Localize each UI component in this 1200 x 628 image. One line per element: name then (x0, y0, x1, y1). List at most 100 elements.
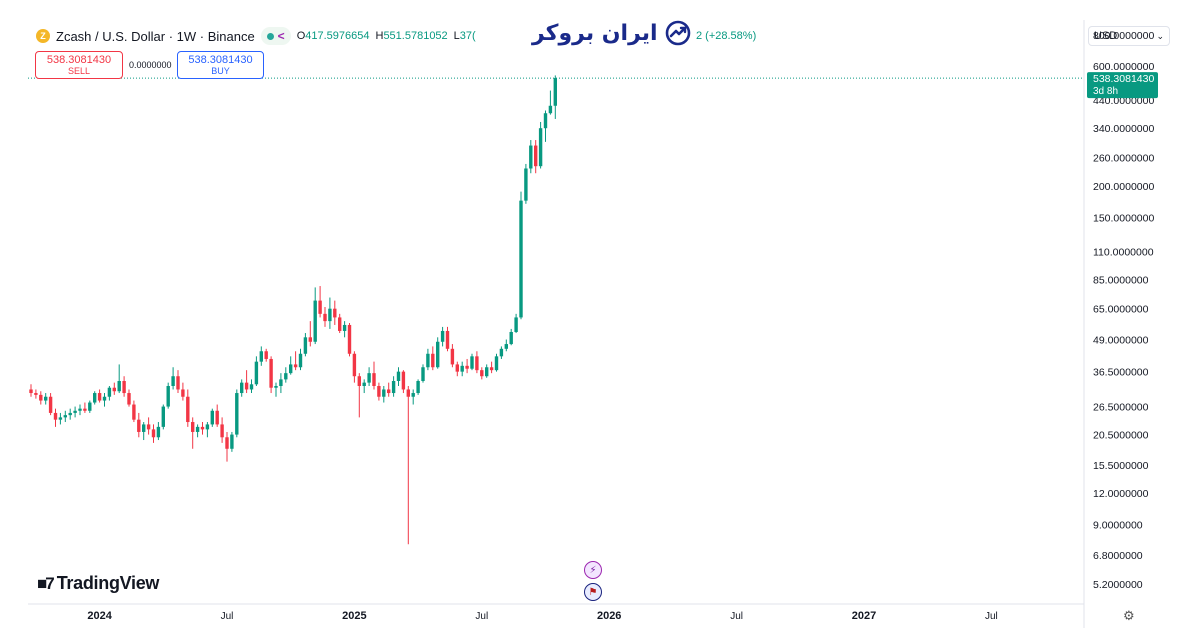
sell-label: SELL (67, 65, 91, 76)
tradingview-logo[interactable]: ■7 TradingView (37, 573, 159, 594)
brand-logo-icon (665, 20, 690, 46)
ohlc-readout: O417.5976654 H551.5781052 L37( (297, 30, 476, 42)
candle-body (191, 422, 195, 432)
share-icon[interactable]: < (277, 29, 285, 43)
time-tick-label: Jul (730, 611, 743, 622)
candle-body (396, 371, 401, 382)
candle-body (416, 381, 420, 394)
candle-body (499, 348, 504, 357)
candle-body (137, 419, 141, 432)
candle (39, 391, 43, 405)
candle (323, 307, 327, 327)
price-tick-label: 110.0000000 (1093, 246, 1154, 258)
buy-button[interactable]: 538.3081430 BUY (177, 51, 264, 79)
candle-body (230, 434, 234, 449)
candle (372, 361, 376, 390)
price-tick-label: 36.5000000 (1093, 367, 1149, 379)
candle (29, 384, 33, 397)
candle (146, 417, 151, 435)
price-tick-label: 600.0000000 (1093, 61, 1154, 73)
candle-body (298, 353, 303, 368)
candle (338, 313, 342, 334)
candle (347, 323, 352, 357)
spread-value: 0.0000000 (129, 60, 172, 70)
candle-body (318, 300, 322, 314)
candle (367, 367, 371, 387)
buy-price: 538.3081430 (188, 53, 253, 66)
candle (53, 408, 58, 427)
candle (225, 431, 229, 462)
candle-body (205, 424, 210, 430)
low-value: 37( (459, 30, 476, 42)
candle-body (156, 426, 161, 438)
currency-select[interactable]: USD ⌄ (1088, 26, 1170, 46)
lightning-event-icon[interactable]: ⚡ (584, 561, 602, 579)
candle (195, 424, 200, 438)
candle (230, 431, 234, 452)
candle (519, 191, 523, 320)
candle-body (39, 394, 43, 401)
candle (205, 422, 210, 438)
candle (298, 348, 303, 371)
candle-body (215, 410, 219, 425)
candle (436, 337, 440, 369)
candle-body (225, 437, 229, 449)
candle-body (519, 200, 523, 318)
candle (548, 90, 553, 115)
candle (171, 367, 175, 390)
candle-body (112, 387, 116, 392)
candle-body (181, 389, 185, 397)
candle-body (514, 317, 518, 332)
candle-body (274, 386, 278, 388)
candle-body (186, 396, 190, 423)
market-status-pill[interactable]: < (260, 27, 291, 45)
candle-countdown: 3d 8h (1093, 86, 1118, 97)
time-tick-label: 2027 (852, 610, 876, 622)
candle (137, 412, 141, 438)
candle-body (200, 426, 205, 430)
candle (68, 408, 72, 420)
candle-body (142, 424, 146, 432)
candle (460, 361, 464, 377)
candle-body (489, 367, 494, 371)
candle-body (534, 145, 538, 167)
candle (156, 422, 161, 441)
candle (132, 400, 136, 423)
zcash-coin-icon: Z (36, 29, 50, 43)
settings-gear-icon[interactable]: ⚙ (1123, 608, 1135, 623)
candle (494, 353, 499, 372)
candle (264, 348, 268, 362)
candle-body (146, 424, 151, 430)
us-flag-event-icon[interactable]: ⚑ (584, 583, 602, 601)
candle-body (347, 324, 352, 354)
price-tick-label: 85.0000000 (1093, 274, 1149, 286)
candle (396, 367, 401, 387)
candle-body (382, 389, 386, 397)
candle (377, 382, 381, 401)
candle-body (48, 396, 53, 413)
candle (200, 422, 205, 435)
price-tick-label: 200.0000000 (1093, 181, 1154, 193)
candle-body (543, 113, 548, 129)
candle (284, 367, 288, 383)
candle (333, 300, 337, 325)
candle-body (411, 393, 415, 397)
candle (63, 410, 67, 423)
candle-body (440, 330, 445, 342)
price-axis[interactable]: 800.0000000600.0000000440.0000000340.000… (1093, 30, 1154, 591)
symbol-title[interactable]: Zcash / U.S. Dollar · 1W · Binance (56, 28, 255, 44)
candle-body (102, 396, 107, 401)
time-axis[interactable]: 2024 Jul 2025 Jul 2026 Jul 2027 Jul (87, 610, 997, 622)
candle (112, 382, 116, 395)
candle (328, 297, 332, 329)
candle-body (166, 386, 170, 407)
price-change: 2 (+28.58%) (696, 30, 757, 42)
candle-body (387, 389, 391, 394)
price-tick-label: 49.0000000 (1093, 335, 1149, 347)
candle (93, 391, 97, 405)
candle (58, 412, 63, 425)
candle (445, 326, 450, 352)
candle (220, 417, 224, 443)
sell-button[interactable]: 538.3081430 SELL (35, 51, 123, 79)
